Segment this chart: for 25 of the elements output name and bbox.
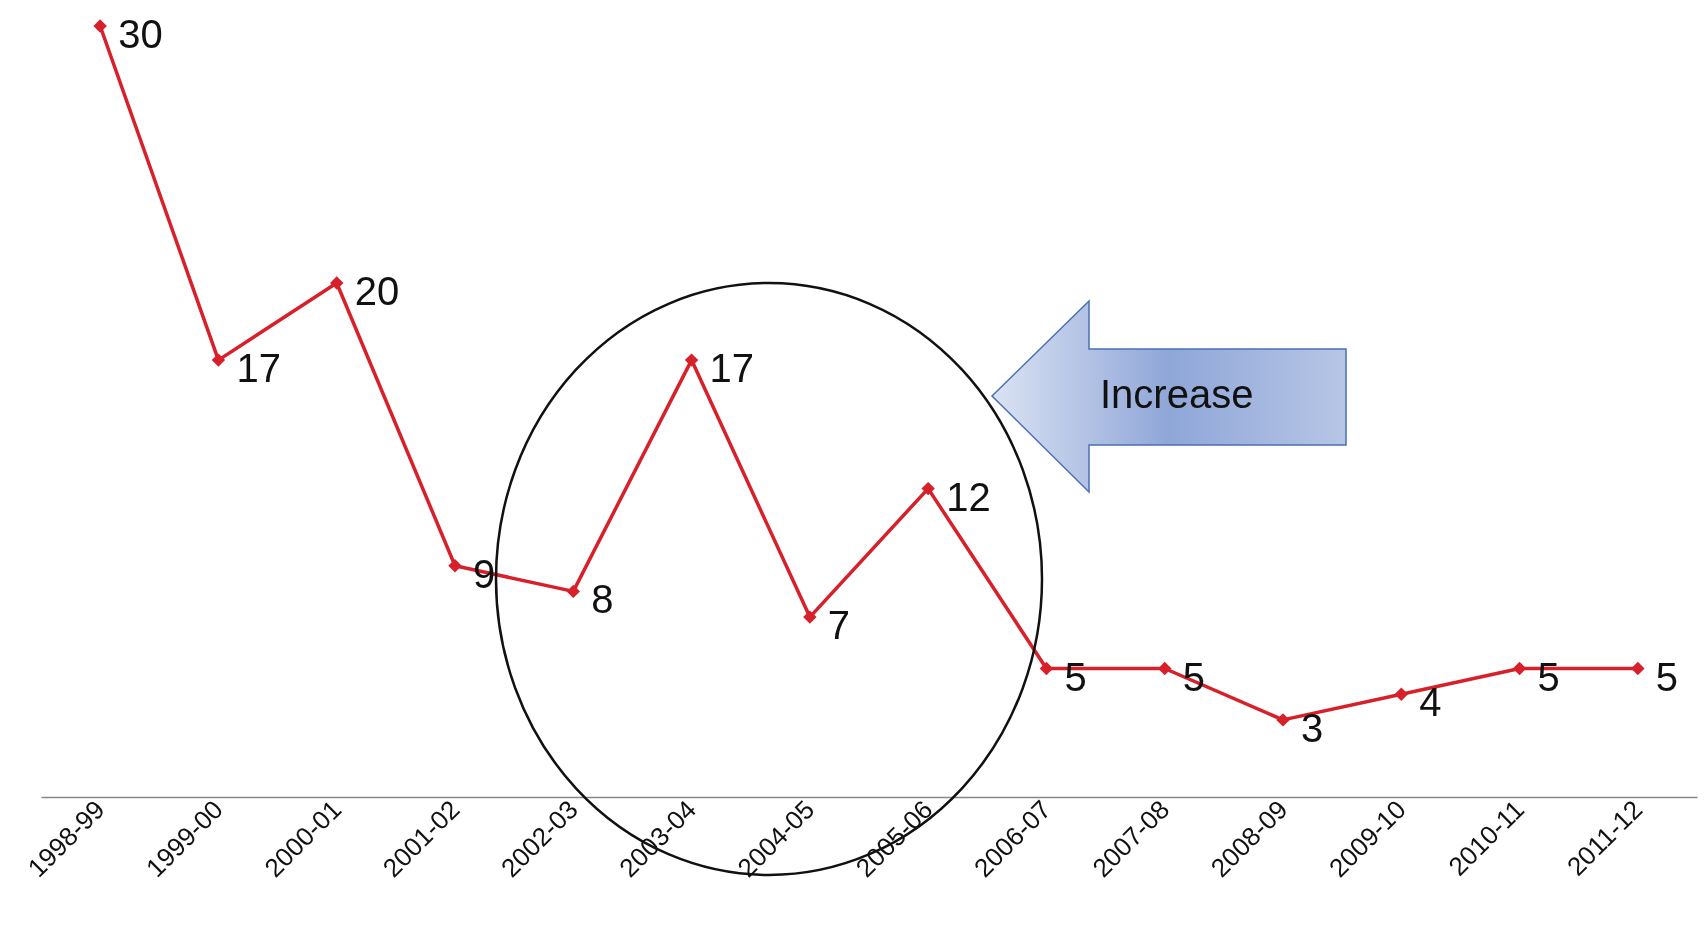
point (803, 610, 817, 624)
point (448, 558, 462, 573)
data-label: 12 (946, 474, 991, 519)
annotation: Increase (1100, 372, 1254, 417)
data-label: 4 (1419, 680, 1442, 725)
point (566, 584, 580, 599)
point (93, 19, 107, 33)
data-label: 20 (354, 269, 400, 313)
point (1631, 661, 1645, 676)
point (211, 353, 226, 367)
data-label: 30 (118, 12, 163, 56)
data-label: 3 (1301, 705, 1324, 750)
point (1512, 661, 1527, 676)
point (684, 353, 699, 367)
point (1039, 661, 1054, 676)
data-label: 17 (236, 346, 281, 391)
point (330, 276, 344, 290)
point (1276, 713, 1290, 727)
data-label: 5 (1655, 654, 1679, 699)
data-label: 17 (709, 346, 755, 391)
data-label: 7 (827, 603, 851, 648)
point (921, 481, 935, 496)
point (1394, 687, 1408, 701)
data-label: 8 (591, 577, 614, 622)
point (1158, 661, 1172, 676)
